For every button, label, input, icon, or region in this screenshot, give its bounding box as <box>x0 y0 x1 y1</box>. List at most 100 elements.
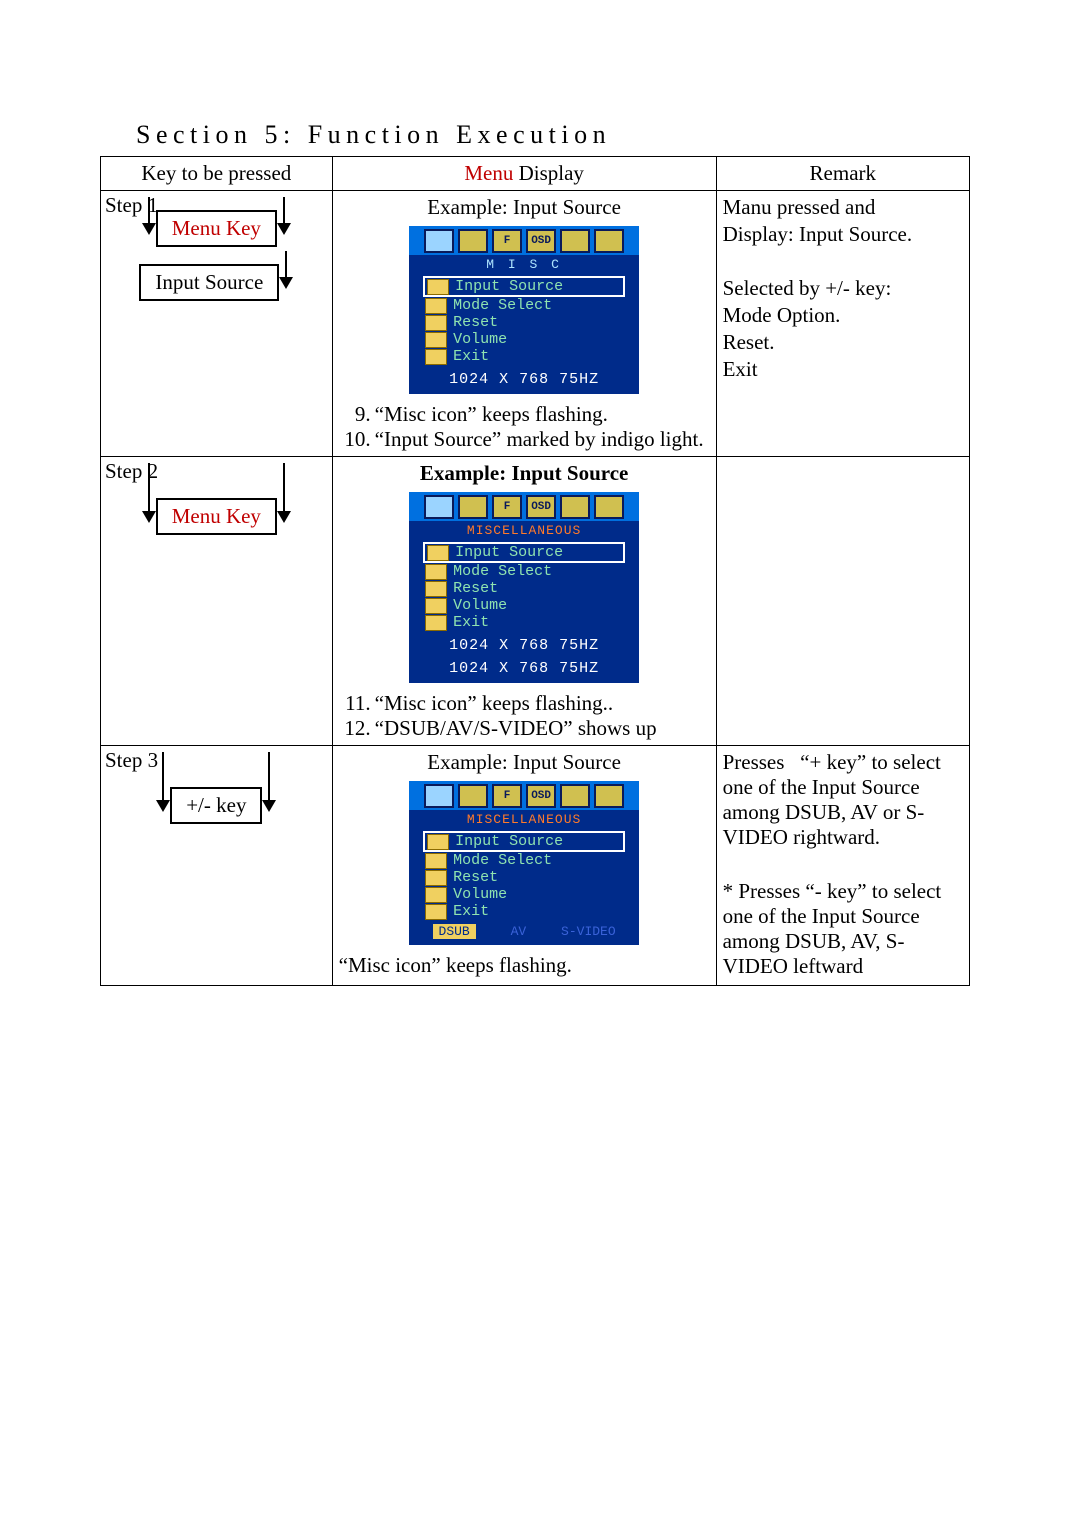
osd-icon: F <box>492 784 522 808</box>
note-number: 11. <box>339 691 375 716</box>
osd-menu-label: Exit <box>453 903 489 920</box>
osd-panel: FOSDM I S CInput SourceMode SelectResetV… <box>409 226 639 394</box>
osd-menu-icon <box>425 853 447 869</box>
note-number: 10. <box>339 427 375 452</box>
section-title: Section 5: Function Execution <box>136 120 970 150</box>
osd-menu-icon <box>425 298 447 314</box>
note-number: 12. <box>339 716 375 741</box>
osd-icon <box>560 229 590 253</box>
osd-iconbar: FOSD <box>409 492 639 521</box>
osd-menu-icon <box>427 545 449 561</box>
osd-menu-item: Reset <box>423 314 625 331</box>
key-box: +/- key <box>170 787 262 824</box>
step-label: Step 2 <box>105 459 158 484</box>
osd-menu-label: Mode Select <box>453 563 552 580</box>
header-menu-rest: Display <box>513 161 584 185</box>
osd-resolution: 1024 X 768 75HZ <box>409 654 639 677</box>
osd-menu: Input Source Mode SelectResetVolumeExit <box>423 831 625 920</box>
remark-cell: Manu pressed andDisplay: Input Source. S… <box>716 191 969 457</box>
flow-arrow <box>277 463 291 523</box>
osd-menu-item: Volume <box>423 886 625 903</box>
table-row: Step 3 +/- key Example: Input Source FOSDMI… <box>101 746 970 986</box>
osd-menu-label: Volume <box>453 886 507 903</box>
notes: “Misc icon” keeps flashing. <box>339 953 710 978</box>
notes: 9.“Misc icon” keeps flashing.10.“Input S… <box>339 402 710 452</box>
osd-menu-item: Input Source <box>423 542 625 563</box>
osd-source-option: AV <box>511 924 527 939</box>
osd-menu-item: Exit <box>423 614 625 631</box>
osd-menu-icon <box>427 279 449 295</box>
key-box: Menu Key <box>156 498 277 535</box>
example-caption: Example: Input Source <box>339 461 710 486</box>
osd-iconbar: FOSD <box>409 781 639 810</box>
table-row: Step 2Menu KeyExample: Input SourceFOSDM… <box>101 457 970 746</box>
osd-menu-label: Reset <box>453 314 498 331</box>
osd-menu-icon <box>425 887 447 903</box>
note-text: “Input Source” marked by indigo light. <box>375 427 704 452</box>
osd-icon: OSD <box>526 495 556 519</box>
osd-subtitle: M I S C <box>409 255 639 276</box>
flow-arrow <box>156 752 170 812</box>
osd-icon <box>458 495 488 519</box>
osd-menu-item: Mode Select <box>423 297 625 314</box>
osd-menu-label: Mode Select <box>453 852 552 869</box>
osd-subtitle: MISCELLANEOUS <box>409 810 639 831</box>
osd-menu: Input SourceMode SelectResetVolumeExit <box>423 276 625 365</box>
note-text: “DSUB/AV/S-VIDEO” shows up <box>375 716 657 741</box>
osd-icon <box>424 784 454 808</box>
osd-icon <box>594 495 624 519</box>
osd-menu-item: Reset <box>423 869 625 886</box>
osd-source-row: DSUB AV S-VIDEO <box>409 920 639 939</box>
osd-subtitle: MISCELLANEOUS <box>409 521 639 542</box>
osd-icon: F <box>492 495 522 519</box>
osd-menu-item: Input Source <box>423 276 625 297</box>
menu-cell: Example: Input SourceFOSDMISCELLANEOUSIn… <box>332 746 716 986</box>
osd-menu-label: Reset <box>453 869 498 886</box>
key-cell: Step 1Menu KeyInput Source <box>101 191 333 457</box>
osd-icon <box>458 229 488 253</box>
flow-arrow <box>262 752 276 812</box>
remark-line: Display: Input Source. <box>723 222 963 247</box>
osd-menu-icon <box>425 564 447 580</box>
step-label: Step 3 <box>105 748 158 773</box>
osd-menu-icon <box>425 904 447 920</box>
osd-menu-label: Exit <box>453 348 489 365</box>
note-line: 12.“DSUB/AV/S-VIDEO” shows up <box>339 716 710 741</box>
osd-menu-icon <box>425 870 447 886</box>
flow-arrow <box>279 251 293 289</box>
example-caption: Example: Input Source <box>339 750 710 775</box>
osd-menu-label: Input Source <box>455 544 563 561</box>
remark-line: Manu pressed and <box>723 195 963 220</box>
osd-menu-icon <box>425 332 447 348</box>
osd-menu-label: Volume <box>453 331 507 348</box>
osd-resolution: 1024 X 768 75HZ <box>409 365 639 388</box>
osd-panel: FOSDMISCELLANEOUS Input Source Mode Select… <box>409 781 639 945</box>
note-text: “Misc icon” keeps flashing. <box>375 402 608 427</box>
osd-source-option: DSUB <box>433 924 476 939</box>
osd-menu-label: Input Source <box>455 833 563 850</box>
remark-line: Presses “+ key” to select one of the Inp… <box>723 750 963 850</box>
osd-menu-icon <box>425 581 447 597</box>
notes: 11.“Misc icon” keeps flashing..12.“DSUB/… <box>339 691 710 741</box>
function-table: Key to be pressed Menu Display Remark St… <box>100 156 970 986</box>
remark-line: Reset. <box>723 330 963 355</box>
osd-menu-label: Exit <box>453 614 489 631</box>
remark-line: Selected by +/- key: <box>723 276 963 301</box>
note-line: 11.“Misc icon” keeps flashing.. <box>339 691 710 716</box>
remark-cell: Presses “+ key” to select one of the Inp… <box>716 746 969 986</box>
note-line: 10.“Input Source” marked by indigo light… <box>339 427 710 452</box>
remark-line <box>723 852 963 877</box>
osd-menu-item: Reset <box>423 580 625 597</box>
header-remark: Remark <box>716 157 969 191</box>
table-row: Step 1Menu KeyInput SourceExample: Input… <box>101 191 970 457</box>
note-text: “Misc icon” keeps flashing.. <box>375 691 614 716</box>
remark-line: * Presses “- key” to select one of the I… <box>723 879 963 979</box>
osd-source-option: S-VIDEO <box>561 924 616 939</box>
osd-icon <box>594 784 624 808</box>
header-menu: Menu Display <box>332 157 716 191</box>
key-box: Input Source <box>139 264 279 301</box>
example-caption: Example: Input Source <box>339 195 710 220</box>
osd-menu-icon <box>425 349 447 365</box>
osd-icon: F <box>492 229 522 253</box>
osd-icon: OSD <box>526 229 556 253</box>
